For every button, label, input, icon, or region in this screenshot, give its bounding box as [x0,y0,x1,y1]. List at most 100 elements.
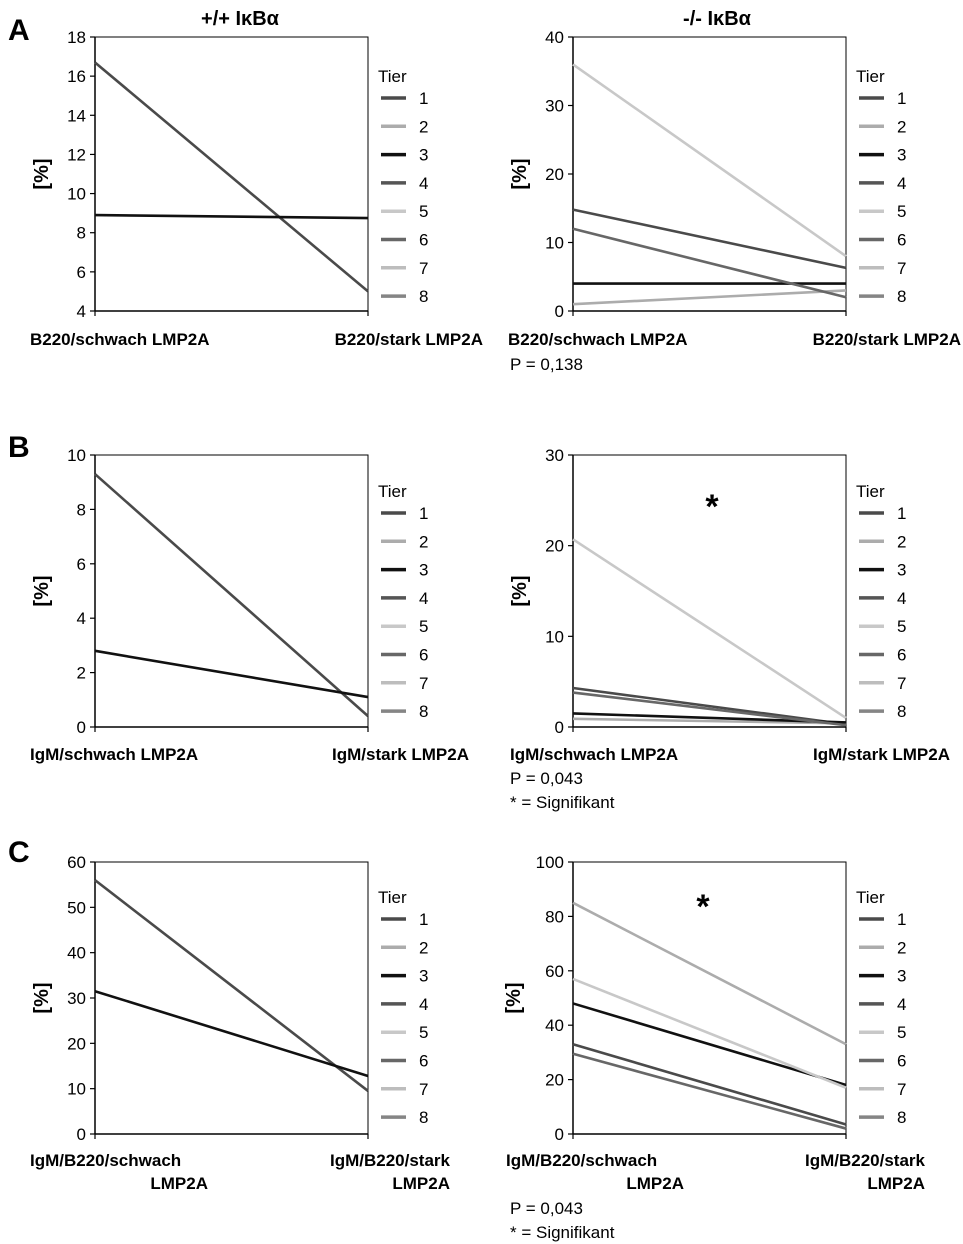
y-tick-label: 60 [67,853,86,872]
significance-legend-note: * = Signifikant [510,1223,615,1242]
series-line-tier-5 [572,977,847,1089]
y-tick-label: 10 [545,234,564,253]
legend-label-tier-5: 5 [419,1023,428,1042]
series-line-tier-2 [572,717,847,725]
legend-label-tier-4: 4 [419,174,428,193]
y-tick-label: 8 [77,224,86,243]
y-axis-label: [%] [509,158,531,189]
x-category-label-line: LMP2A [867,1174,925,1193]
left-column-title: +/+ IκBα [201,8,280,30]
y-tick-label: 40 [67,944,86,963]
y-tick-label: 0 [555,302,564,321]
x-category-label-1: B220/schwach LMP2A [30,330,210,349]
y-axis-label: [%] [31,575,53,606]
y-tick-label: 30 [545,446,564,465]
legend-title: Tier [856,67,885,86]
y-tick-label: 6 [77,263,86,282]
p-value-note: P = 0,043 [510,769,583,788]
legend-label-tier-6: 6 [419,646,428,665]
legend-label-tier-8: 8 [419,1108,428,1127]
y-tick-label: 10 [67,185,86,204]
y-tick-label: 18 [67,28,86,47]
y-axis-label: [%] [503,982,525,1013]
legend-label-tier-1: 1 [897,910,906,929]
y-tick-label: 100 [536,853,564,872]
legend-label-tier-4: 4 [419,995,428,1014]
plot-frame [94,36,369,312]
x-category-label-2: IgM/B220/stark LMP2A [330,1151,451,1193]
y-tick-label: 40 [545,28,564,47]
legend-label-tier-7: 7 [419,1080,428,1099]
legend-label-tier-1: 1 [897,89,906,108]
y-tick-label: 0 [555,1125,564,1144]
y-tick-label: 30 [545,97,564,116]
x-category-label-1: IgM/schwach LMP2A [510,745,678,764]
y-tick-label: 40 [545,1016,564,1035]
y-tick-label: 12 [67,145,86,164]
legend-label-tier-3: 3 [897,146,906,165]
y-tick-label: 30 [67,989,86,1008]
series-line-tier-2 [572,901,847,1046]
x-category-label-1: IgM/B220/schwach LMP2A [506,1151,684,1193]
y-tick-label: 20 [545,165,564,184]
series-line-tier-6 [572,227,847,299]
legend-label-tier-8: 8 [419,287,428,306]
legend-label-tier-1: 1 [419,504,428,523]
x-category-label-line: LMP2A [392,1174,450,1193]
legend-title: Tier [378,888,407,907]
legend-label-tier-2: 2 [897,938,906,957]
chart-a-right: 0 10 20 30 40 [%] B220/schwach LMP2A B220/stark… [508,28,961,374]
legend-label-tier-7: 7 [897,259,906,278]
y-tick-label: 0 [77,718,86,737]
y-tick-label: 0 [77,1125,86,1144]
x-category-label-2: B220/stark LMP2A [813,330,961,349]
y-tick-label: 80 [545,907,564,926]
legend-title: Tier [856,888,885,907]
series-line-tier-1 [94,61,369,293]
legend-label-tier-8: 8 [897,702,906,721]
legend-label-tier-3: 3 [897,561,906,580]
y-tick-label: 60 [545,962,564,981]
y-tick-label: 20 [545,1071,564,1090]
series-line-tier-1 [94,879,369,1092]
series-line-tier-6 [572,1052,847,1130]
legend-label-tier-2: 2 [419,117,428,136]
legend-label-tier-5: 5 [897,617,906,636]
series-line-tier-1 [572,208,847,270]
p-value-note: P = 0,138 [510,355,583,374]
legend-label-tier-2: 2 [419,938,428,957]
legend-label-tier-6: 6 [897,231,906,250]
legend-label-tier-1: 1 [419,910,428,929]
panel-letter-b: B [8,431,30,464]
x-category-label-1: IgM/B220/schwach LMP2A [30,1151,208,1193]
y-tick-label: 4 [77,302,86,321]
legend-label-tier-3: 3 [897,967,906,986]
plot-frame [572,36,847,312]
x-category-label-2: IgM/stark LMP2A [332,745,469,764]
series-line-tier-3 [94,989,369,1078]
legend-label-tier-1: 1 [419,89,428,108]
legend-label-tier-6: 6 [897,646,906,665]
legend-label-tier-7: 7 [419,674,428,693]
series-line-tier-5 [572,63,847,258]
plot-frame [94,454,369,728]
legend-label-tier-7: 7 [897,674,906,693]
y-axis-label: [%] [509,575,531,606]
series-line-tier-3 [94,213,369,220]
y-tick-label: 0 [555,718,564,737]
y-tick-label: 8 [77,500,86,519]
y-tick-label: 20 [67,1034,86,1053]
y-tick-label: 6 [77,555,86,574]
y-tick-label: 20 [545,537,564,556]
x-category-label-line: LMP2A [626,1174,684,1193]
legend-label-tier-4: 4 [897,995,906,1014]
legend-label-tier-8: 8 [897,1108,906,1127]
legend-label-tier-2: 2 [897,532,906,551]
legend-label-tier-4: 4 [897,589,906,608]
y-tick-label: 10 [67,1080,86,1099]
x-category-label-line: IgM/B220/schwach [506,1151,657,1170]
